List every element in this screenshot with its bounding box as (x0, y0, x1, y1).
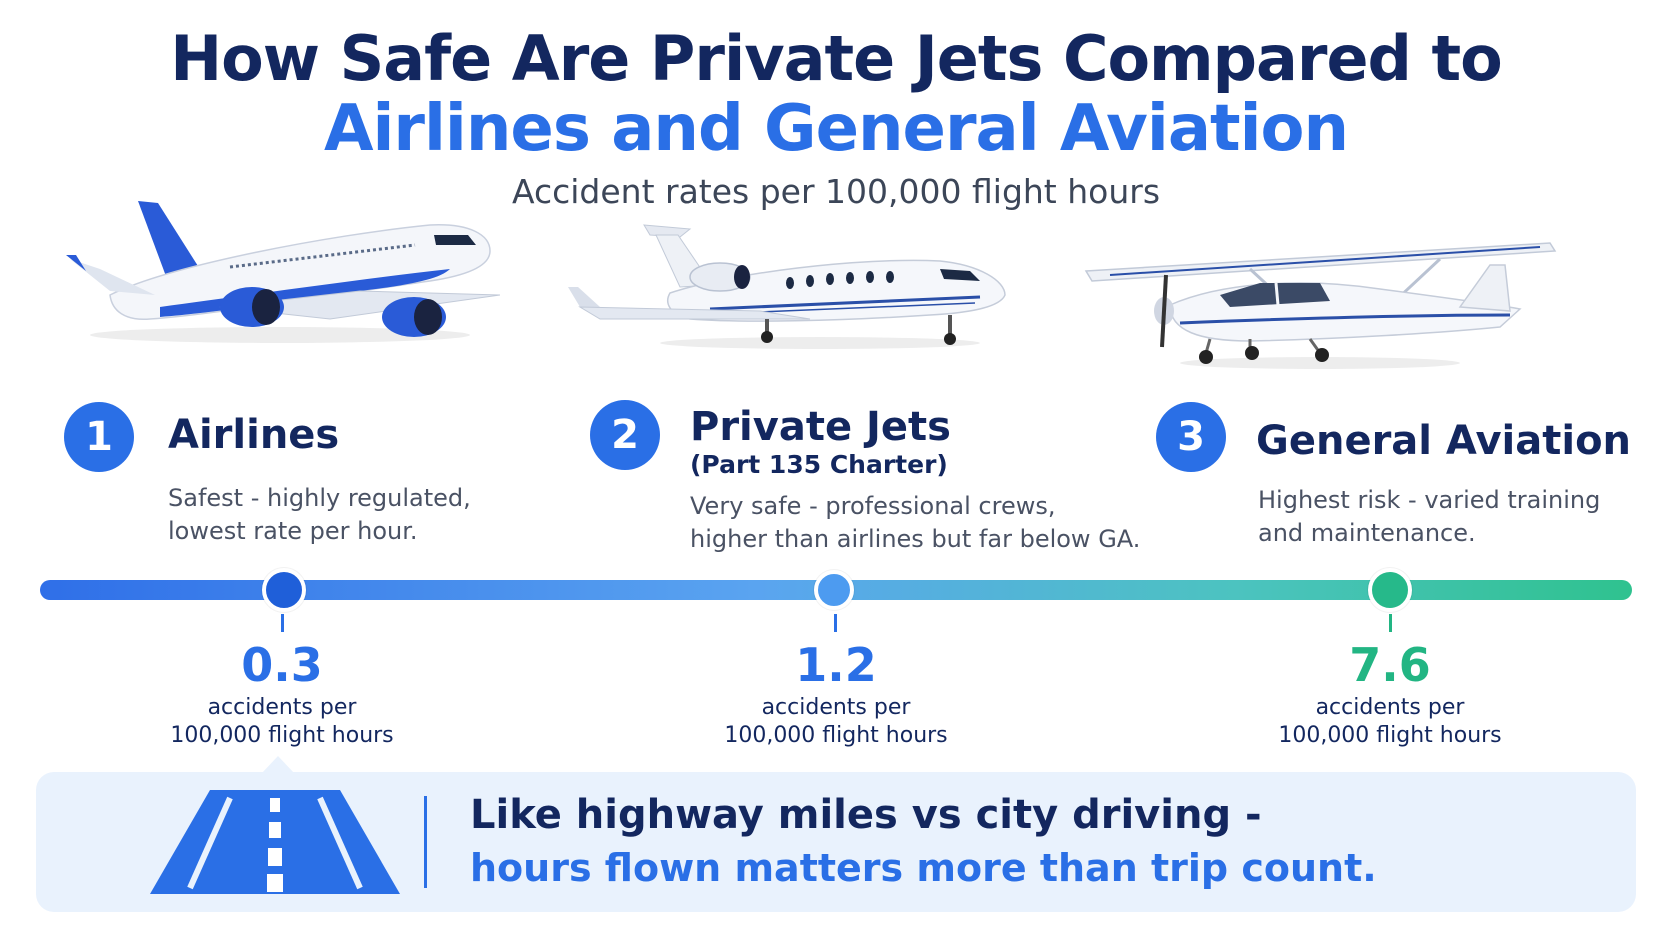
road-icon (150, 790, 400, 894)
callout-line1: Like highway miles vs city driving - (470, 792, 1262, 838)
airliner-icon (66, 201, 500, 343)
unit-line: 100,000 flight hours (724, 723, 948, 748)
unit-line: 100,000 flight hours (170, 723, 394, 748)
desc-line: Highest risk - varied training (1258, 486, 1601, 514)
desc-line: lowest rate per hour. (168, 517, 418, 545)
callout-divider (424, 796, 427, 888)
desc-line: Very safe - professional crews, (690, 492, 1056, 520)
callout-pointer (262, 756, 294, 773)
rate-private-jets: 1.2 (795, 638, 877, 692)
rate-unit-private-jets: accidents per 100,000 flight hours (686, 694, 986, 750)
unit-line: accidents per (207, 695, 357, 720)
scale-marker-general-aviation (1368, 568, 1412, 612)
scale-tick (281, 614, 284, 632)
badge-airlines: 1 (64, 402, 134, 472)
unit-line: 100,000 flight hours (1278, 723, 1502, 748)
unit-line: accidents per (1315, 695, 1465, 720)
scale-tick (1389, 614, 1392, 632)
desc-line: and maintenance. (1258, 519, 1476, 547)
category-name-general-aviation: General Aviation (1256, 418, 1632, 464)
small-plane-icon (1084, 242, 1557, 369)
scale-marker-airlines (262, 568, 306, 612)
page-title: How Safe Are Private Jets Compared to (170, 22, 1502, 95)
category-sub-private-jets: (Part 135 Charter) (690, 450, 948, 479)
badge-general-aviation: 3 (1156, 402, 1226, 472)
category-desc-private-jets: Very safe - professional crews, higher t… (690, 490, 1140, 556)
rate-general-aviation: 7.6 (1349, 638, 1431, 692)
category-desc-general-aviation: Highest risk - varied training and maint… (1258, 484, 1600, 550)
badge-private-jets: 2 (590, 400, 660, 470)
rate-unit-airlines: accidents per 100,000 flight hours (132, 694, 432, 750)
rate-airlines: 0.3 (241, 638, 323, 692)
category-name-airlines: Airlines (168, 412, 340, 458)
scale-marker-private-jets (814, 570, 854, 610)
category-desc-airlines: Safest - highly regulated, lowest rate p… (168, 482, 471, 548)
desc-line: Safest - highly regulated, (168, 484, 471, 512)
rate-unit-general-aviation: accidents per 100,000 flight hours (1240, 694, 1540, 750)
private-jet-icon (568, 224, 1006, 349)
unit-line: accidents per (761, 695, 911, 720)
desc-line: higher than airlines but far below GA. (690, 525, 1141, 553)
page-title-highlight: Airlines and General Aviation (323, 92, 1349, 166)
page-subtitle: Accident rates per 100,000 flight hours (511, 172, 1161, 211)
category-name-private-jets: Private Jets (690, 404, 951, 450)
scale-tick (834, 614, 837, 632)
callout-line2: hours flown matters more than trip count… (470, 846, 1377, 890)
